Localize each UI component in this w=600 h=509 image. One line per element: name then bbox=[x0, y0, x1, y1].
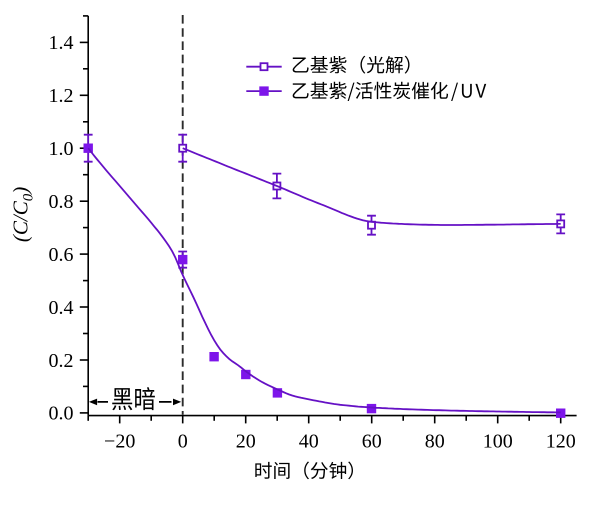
svg-text:0.6: 0.6 bbox=[49, 244, 74, 266]
svg-text:0: 0 bbox=[178, 430, 188, 452]
svg-text:40: 40 bbox=[299, 430, 319, 452]
svg-text:1.0: 1.0 bbox=[49, 138, 74, 160]
svg-text:80: 80 bbox=[425, 430, 445, 452]
svg-text:100: 100 bbox=[483, 430, 513, 452]
svg-text:−20: −20 bbox=[104, 430, 135, 452]
svg-text:60: 60 bbox=[362, 430, 382, 452]
svg-text:1.2: 1.2 bbox=[49, 85, 74, 107]
svg-text:0.8: 0.8 bbox=[49, 191, 74, 213]
svg-text:120: 120 bbox=[546, 430, 576, 452]
svg-text:1.4: 1.4 bbox=[49, 32, 74, 54]
svg-text:0.4: 0.4 bbox=[49, 297, 74, 319]
svg-text:0.0: 0.0 bbox=[49, 403, 74, 425]
svg-text:0.2: 0.2 bbox=[49, 350, 74, 372]
svg-text:20: 20 bbox=[236, 430, 256, 452]
